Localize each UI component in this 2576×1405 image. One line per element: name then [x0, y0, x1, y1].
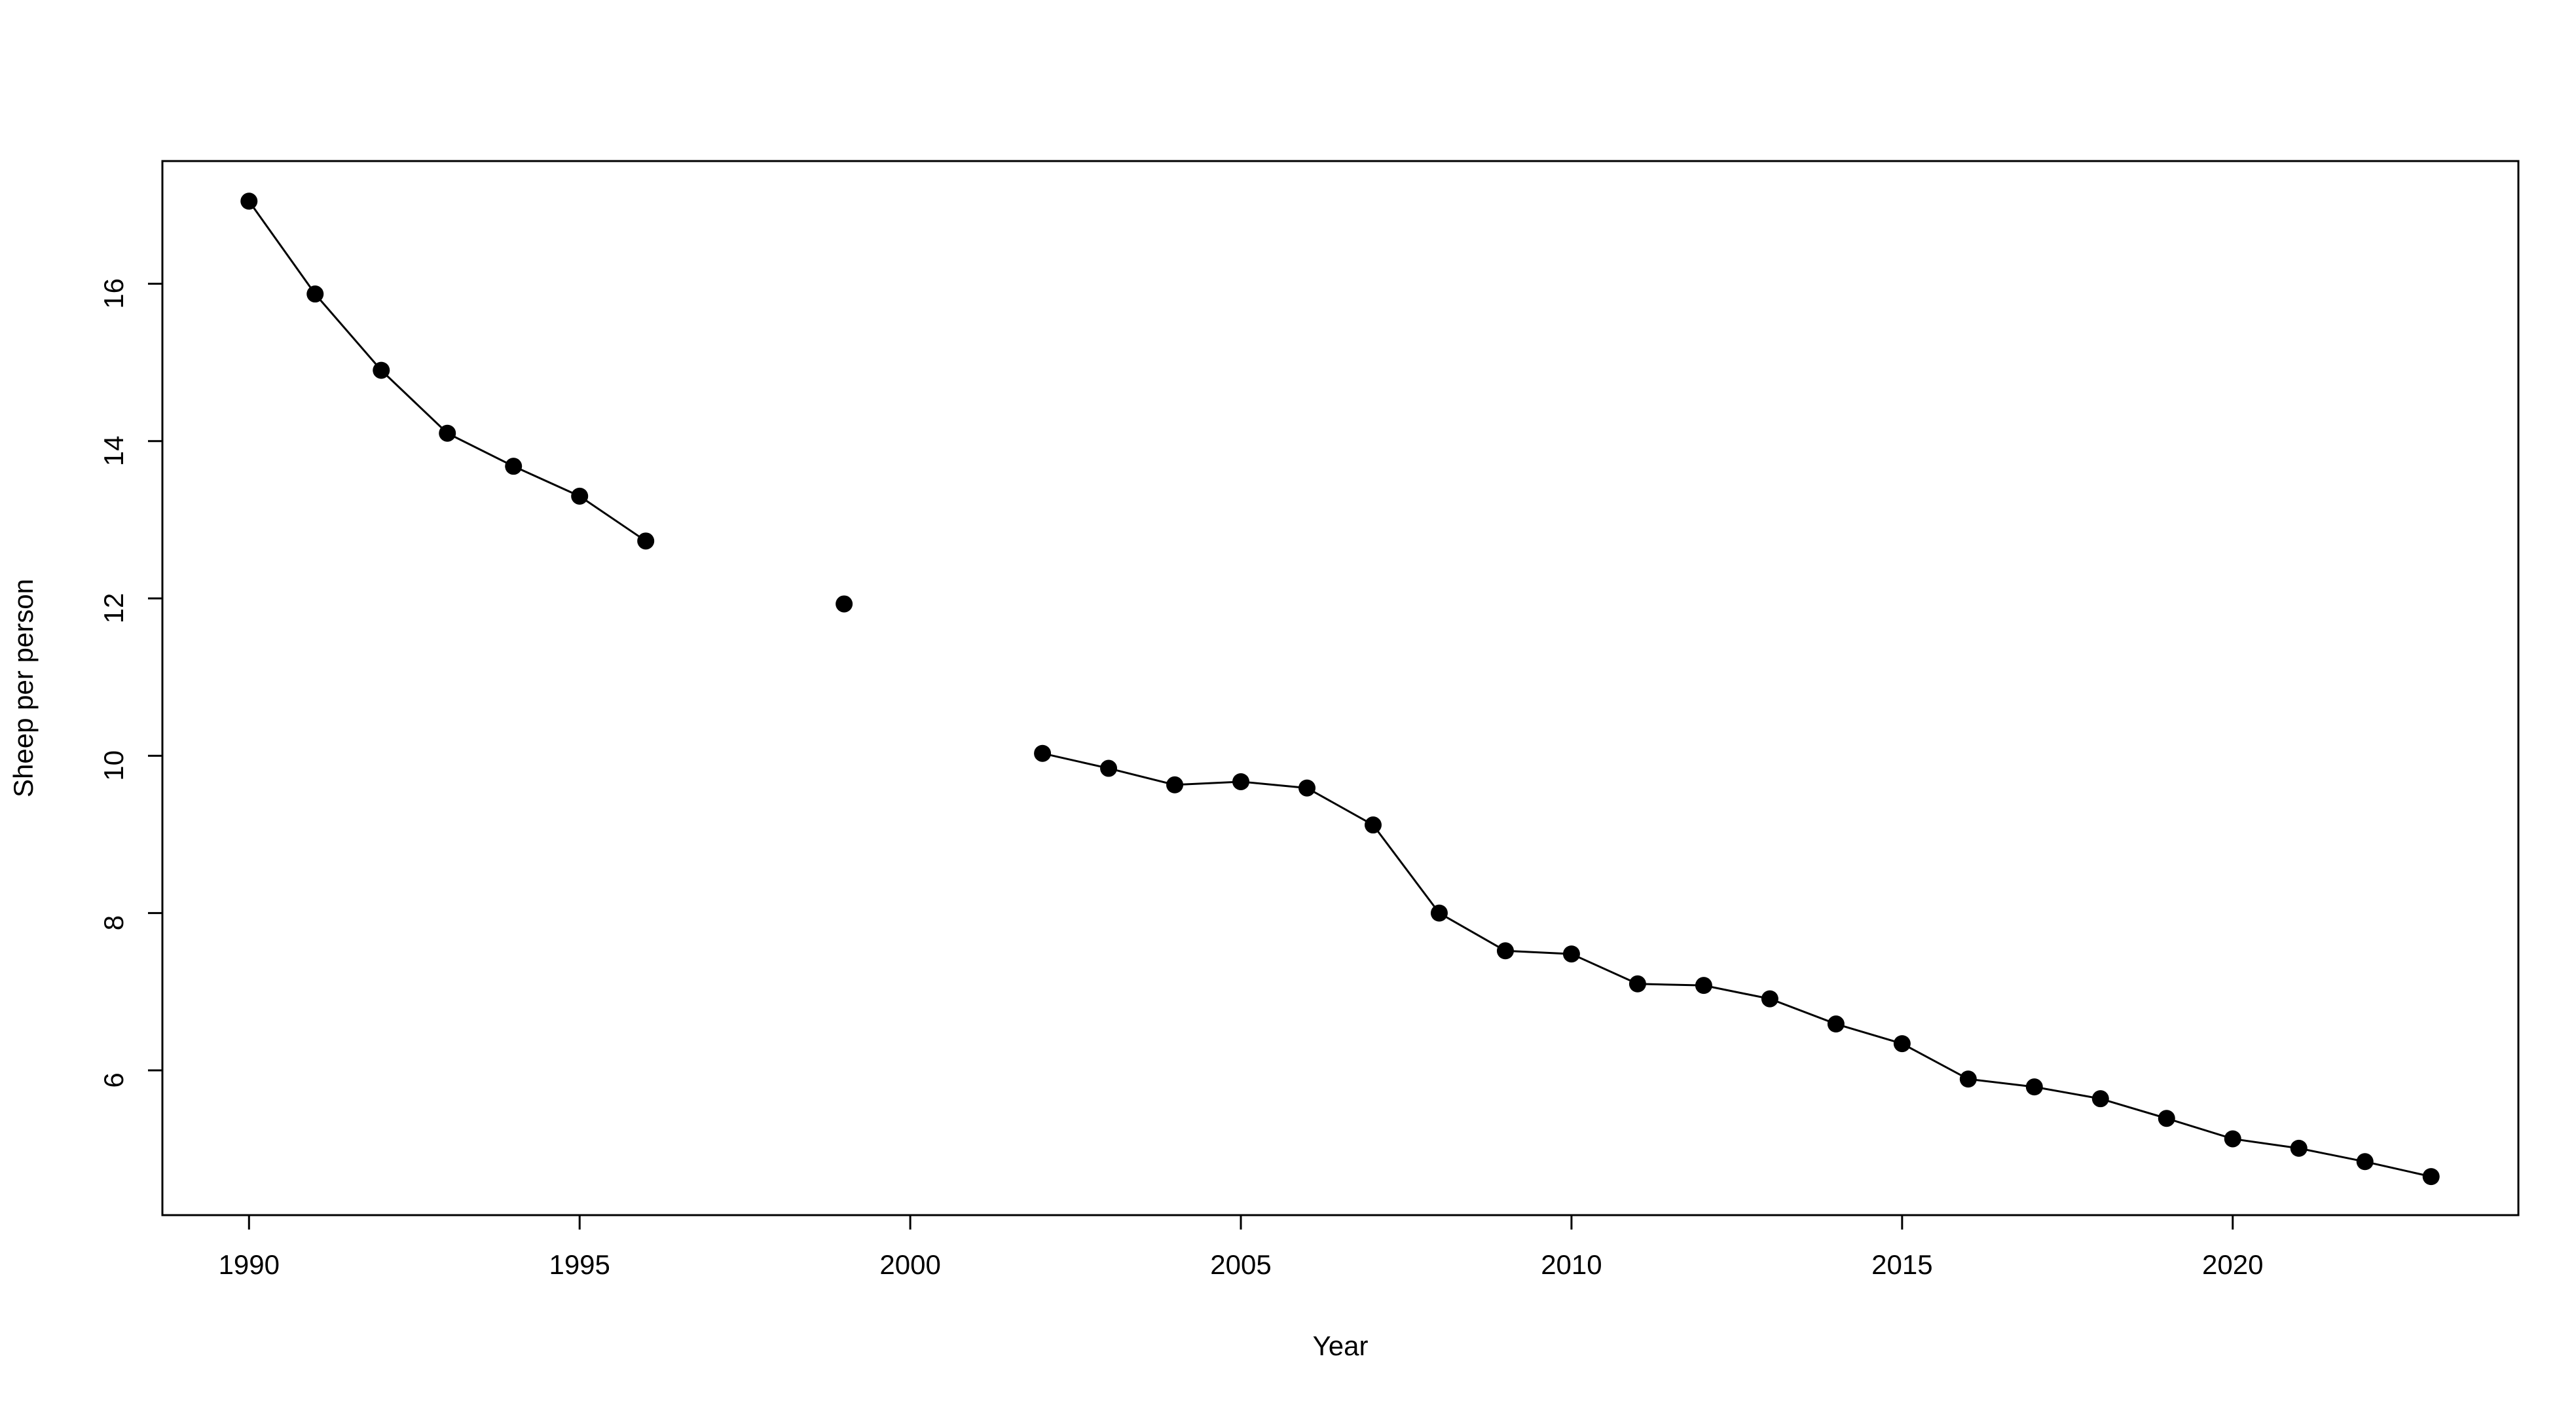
data-point [1893, 1035, 1911, 1053]
data-point [2356, 1153, 2374, 1171]
data-point [505, 458, 523, 475]
y-tick-label: 10 [98, 750, 129, 781]
data-point [1100, 759, 1118, 777]
data-point [306, 285, 324, 303]
x-tick-label: 1995 [549, 1249, 610, 1280]
data-point [1827, 1015, 1845, 1033]
y-tick-label: 16 [98, 278, 129, 309]
data-point [373, 361, 390, 379]
data-point [240, 192, 258, 210]
x-tick-label: 2010 [1541, 1249, 1602, 1280]
y-axis-label: Sheep per person [8, 579, 39, 797]
data-point [1232, 773, 1250, 790]
data-point [2091, 1090, 2109, 1108]
data-point [2422, 1168, 2440, 1186]
series-line [248, 200, 2432, 1178]
data-point [1628, 975, 1646, 993]
data-point [571, 487, 589, 505]
y-tick-label: 8 [98, 915, 129, 930]
x-axis-label: Year [1313, 1330, 1369, 1361]
data-point [1695, 977, 1712, 994]
data-point [2158, 1110, 2175, 1127]
y-tick-label: 14 [98, 435, 129, 466]
data-point [1496, 942, 1514, 960]
x-tick-label: 1990 [219, 1249, 280, 1280]
plot-box [161, 160, 2520, 1216]
data-point [836, 595, 853, 613]
data-point [1364, 816, 1382, 834]
y-tick-label: 12 [98, 593, 129, 624]
x-tick-label: 2005 [1210, 1249, 1271, 1280]
data-point [1562, 945, 1580, 963]
data-point [2290, 1139, 2308, 1157]
x-tick-label: 2015 [1871, 1249, 1932, 1280]
data-point [439, 424, 456, 442]
y-tick-label: 6 [98, 1072, 129, 1087]
data-point [1298, 779, 1316, 797]
data-point [2025, 1078, 2043, 1096]
data-point [1034, 744, 1052, 762]
data-point [1430, 904, 1448, 922]
data-point [1959, 1070, 1977, 1088]
x-tick-label: 2020 [2202, 1249, 2263, 1280]
data-point [637, 532, 655, 550]
x-tick-label: 2000 [879, 1249, 940, 1280]
data-point [1166, 776, 1184, 794]
data-point [1761, 990, 1778, 1008]
data-point [2224, 1130, 2241, 1148]
